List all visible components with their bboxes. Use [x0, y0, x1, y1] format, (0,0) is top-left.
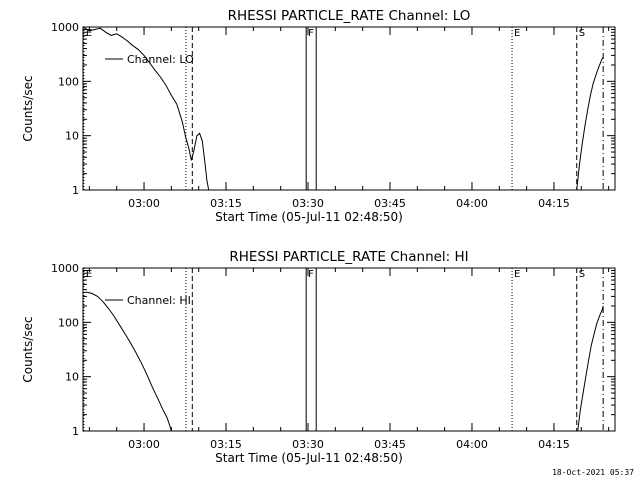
event-marker-label: E [86, 269, 92, 280]
x-tick-label: 04:15 [538, 197, 570, 210]
timestamp: 18-Oct-2021 05:37 [552, 468, 634, 477]
plot-frame [82, 267, 616, 432]
y-tick-label: 1000 [51, 262, 79, 275]
x-axis-label: Start Time (05-Jul-11 02:48:50) [215, 451, 403, 465]
x-tick-label: 03:00 [128, 197, 160, 210]
chart-panel-2: RHESSI PARTICLE_RATE Channel: HI 1 10 100 10… [21, 249, 616, 465]
y-tick-label: 10 [65, 371, 79, 384]
chart-title: RHESSI PARTICLE_RATE Channel: LO [228, 8, 471, 24]
x-tick-label: 03:00 [128, 438, 160, 451]
event-marker-label: S [579, 269, 585, 280]
event-marker-label: E [514, 269, 520, 280]
y-tick-label: 10 [65, 130, 79, 143]
event-marker-label: S [579, 28, 585, 39]
event-marker-label: F [308, 28, 314, 39]
x-tick-label: 03:15 [210, 197, 242, 210]
y-tick-label: 1 [72, 184, 79, 197]
series-line [82, 26, 210, 191]
y-tick-label: 1000 [51, 21, 79, 34]
y-tick-label: 100 [58, 316, 79, 329]
y-tick-label: 100 [58, 75, 79, 88]
x-axis-label: Start Time (05-Jul-11 02:48:50) [215, 210, 403, 224]
x-tick-label: 03:45 [374, 197, 406, 210]
x-tick-label: 03:30 [292, 197, 324, 210]
chart-panel-1: RHESSI PARTICLE_RATE Channel: LO 1 10 100 10… [21, 8, 616, 224]
plot-frame [82, 26, 616, 191]
x-tick-label: 03:15 [210, 438, 242, 451]
event-marker-label: E [514, 28, 520, 39]
x-tick-label: 03:30 [292, 438, 324, 451]
x-tick-label: 04:00 [456, 438, 488, 451]
x-tick-label: 04:00 [456, 197, 488, 210]
series-line [82, 291, 172, 432]
event-marker-label: E [86, 28, 92, 39]
event-marker-label: F [308, 269, 314, 280]
y-tick-label: 1 [72, 425, 79, 438]
y-axis-label: Counts/sec [21, 75, 35, 141]
chart-title: RHESSI PARTICLE_RATE Channel: HI [229, 249, 468, 265]
series-line [576, 56, 604, 191]
x-tick-label: 03:45 [374, 438, 406, 451]
y-axis-label: Counts/sec [21, 316, 35, 382]
x-tick-label: 04:15 [538, 438, 570, 451]
legend-label: Channel: HI [127, 294, 191, 307]
legend-label: Channel: LO [127, 53, 194, 66]
series-line [577, 305, 604, 432]
